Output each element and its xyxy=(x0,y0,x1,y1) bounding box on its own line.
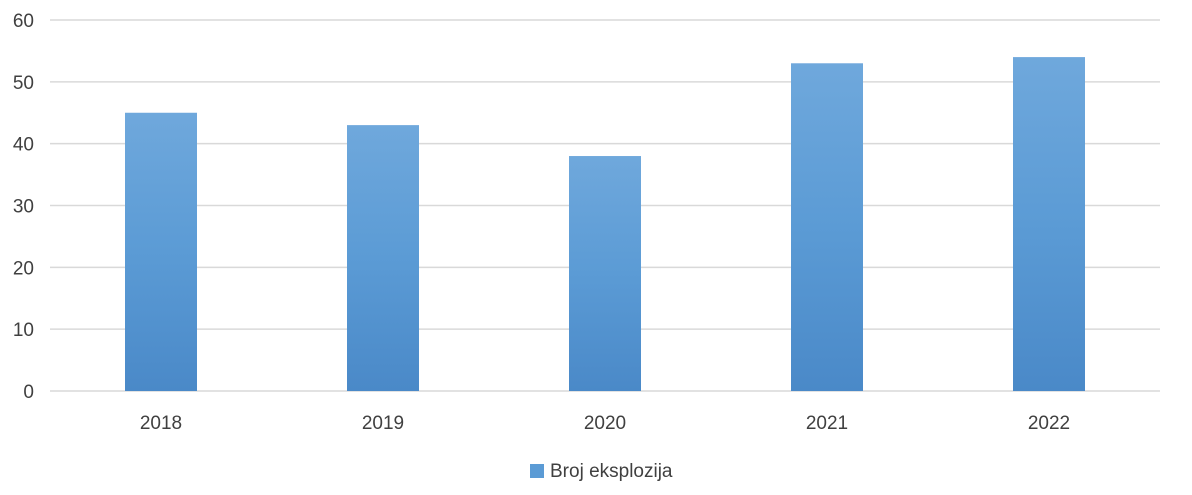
legend-swatch xyxy=(530,464,544,478)
bar xyxy=(791,63,863,392)
legend: Broj eksplozija xyxy=(530,461,673,482)
y-tick-label: 40 xyxy=(13,135,34,156)
bar xyxy=(569,156,641,391)
y-tick-label: 20 xyxy=(13,258,34,279)
y-tick-label: 60 xyxy=(13,11,34,32)
y-tick-label: 50 xyxy=(13,73,34,94)
x-axis-ticks: 2018 2019 2020 2021 2022 xyxy=(140,413,1070,434)
x-tick-label: 2022 xyxy=(1028,413,1070,434)
legend-label: Broj eksplozija xyxy=(550,461,673,482)
x-tick-label: 2019 xyxy=(362,413,404,434)
y-axis-ticks: 0 10 20 30 40 50 60 xyxy=(13,11,34,403)
bar xyxy=(347,125,419,391)
bar xyxy=(125,112,197,391)
x-tick-label: 2018 xyxy=(140,413,182,434)
y-tick-label: 0 xyxy=(23,382,34,403)
x-tick-label: 2021 xyxy=(806,413,848,434)
y-tick-label: 10 xyxy=(13,320,34,341)
x-tick-label: 2020 xyxy=(584,413,626,434)
bar xyxy=(1013,57,1085,391)
y-tick-label: 30 xyxy=(13,197,34,218)
bars xyxy=(125,57,1085,392)
